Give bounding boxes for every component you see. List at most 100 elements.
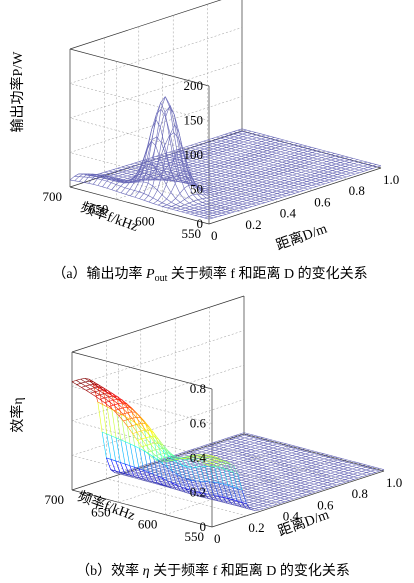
- surface-mesh-line: [297, 460, 302, 463]
- surface-mesh-line: [148, 197, 154, 203]
- z-tick-label: 200: [184, 78, 204, 93]
- surface-mesh-line: [238, 454, 243, 457]
- surface-mesh-line: [105, 178, 111, 180]
- surface-mesh-line: [248, 494, 253, 497]
- surface-mesh-line: [208, 181, 214, 184]
- surface-mesh-line: [297, 176, 303, 178]
- surface-mesh-line: [254, 192, 260, 195]
- surface-mesh-line: [262, 499, 267, 502]
- surface-mesh-line: [301, 493, 307, 496]
- surface-mesh-line: [152, 164, 158, 169]
- surface-mesh-line: [74, 176, 80, 182]
- surface-mesh-line: [308, 478, 314, 481]
- surface-mesh-line: [254, 193, 260, 196]
- surface-mesh-line: [348, 469, 353, 472]
- surface-mesh-line: [308, 473, 313, 476]
- surface-mesh-line: [315, 174, 320, 177]
- surface-mesh-line: [314, 170, 320, 173]
- surface-mesh-line: [270, 139, 275, 142]
- surface-mesh-line: [187, 169, 193, 178]
- surface-mesh-line: [191, 459, 197, 468]
- surface-mesh-line: [276, 188, 282, 190]
- surface-mesh-line: [197, 487, 203, 490]
- surface-mesh-line: [209, 442, 214, 445]
- surface-mesh-line: [154, 468, 160, 471]
- surface-mesh-line: [210, 159, 215, 162]
- surface-mesh-line: [324, 179, 330, 182]
- surface-mesh-line: [376, 164, 382, 167]
- surface-mesh-line: [134, 445, 140, 469]
- surface-mesh-line: [157, 194, 163, 201]
- surface-mesh-line: [304, 158, 309, 161]
- surface-mesh-line: [289, 465, 294, 468]
- surface-mesh-line: [150, 473, 156, 476]
- surface-mesh-line: [160, 479, 166, 482]
- surface-mesh-line: [339, 471, 344, 474]
- surface-mesh-line: [216, 463, 222, 466]
- surface-mesh-line: [270, 462, 276, 465]
- surface-mesh-line: [113, 399, 119, 405]
- surface-mesh-line: [240, 469, 245, 472]
- surface-mesh-line: [243, 490, 248, 493]
- surface-mesh-line: [141, 468, 146, 471]
- surface-mesh-line: [155, 449, 161, 455]
- surface-mesh-line: [212, 144, 218, 147]
- surface-mesh-line: [267, 439, 273, 442]
- surface-mesh-line: [134, 196, 140, 200]
- surface-mesh-line: [267, 190, 273, 193]
- surface-mesh-line: [179, 451, 184, 454]
- surface-mesh-line: [224, 455, 230, 457]
- surface-mesh-line: [289, 187, 295, 190]
- surface-mesh-line: [317, 157, 322, 160]
- surface-mesh-line: [287, 452, 292, 455]
- surface-mesh-line: [222, 147, 227, 150]
- surface-mesh-line: [201, 477, 206, 480]
- surface-mesh-line: [236, 441, 241, 444]
- surface-mesh-line: [228, 197, 234, 200]
- surface-mesh-line: [165, 482, 171, 485]
- surface-mesh-line: [318, 163, 323, 166]
- surface-mesh-line: [193, 485, 198, 488]
- surface-mesh-line: [345, 171, 351, 174]
- surface-mesh-line: [217, 182, 223, 185]
- surface-mesh-line: [151, 159, 157, 162]
- surface-mesh-line: [210, 196, 215, 198]
- surface-mesh-line: [189, 204, 194, 207]
- surface-mesh-line: [189, 459, 194, 462]
- surface-mesh-line: [259, 194, 264, 197]
- surface-mesh-line: [254, 158, 260, 161]
- surface-mesh-line: [234, 140, 240, 143]
- surface-mesh-line: [247, 136, 253, 139]
- surface-mesh-line: [302, 144, 307, 147]
- surface-mesh-line: [320, 463, 325, 466]
- surface-mesh-line: [205, 477, 211, 480]
- surface-mesh-line: [229, 207, 235, 210]
- surface-mesh-line: [198, 173, 204, 176]
- surface-mesh-line: [278, 451, 283, 454]
- surface-mesh-line: [228, 196, 233, 199]
- surface-mesh-line: [340, 167, 346, 170]
- surface-mesh-line: [334, 466, 339, 469]
- surface-mesh-line: [253, 438, 259, 441]
- surface-mesh-line: [214, 155, 219, 158]
- surface-mesh-line: [245, 505, 251, 508]
- surface-mesh-line: [254, 504, 259, 507]
- surface-mesh-line: [123, 179, 128, 182]
- surface-mesh-line: [219, 158, 224, 161]
- surface-mesh-line: [285, 190, 291, 193]
- surface-mesh-line: [246, 448, 251, 450]
- surface-mesh-line: [263, 154, 268, 157]
- surface-mesh-line: [115, 470, 121, 473]
- surface-mesh-line: [85, 388, 91, 391]
- surface-mesh-line: [180, 208, 186, 211]
- surface-mesh-line: [168, 452, 174, 457]
- surface-mesh-line: [276, 148, 281, 151]
- surface-mesh-line: [275, 176, 280, 179]
- surface-mesh-line: [159, 145, 165, 159]
- surface-mesh-line: [221, 179, 227, 182]
- surface-mesh-line: [303, 476, 309, 478]
- surface-mesh-line: [277, 481, 283, 484]
- surface-mesh-line: [147, 161, 153, 164]
- surface-mesh-line: [273, 198, 278, 201]
- surface-mesh-line: [281, 473, 286, 476]
